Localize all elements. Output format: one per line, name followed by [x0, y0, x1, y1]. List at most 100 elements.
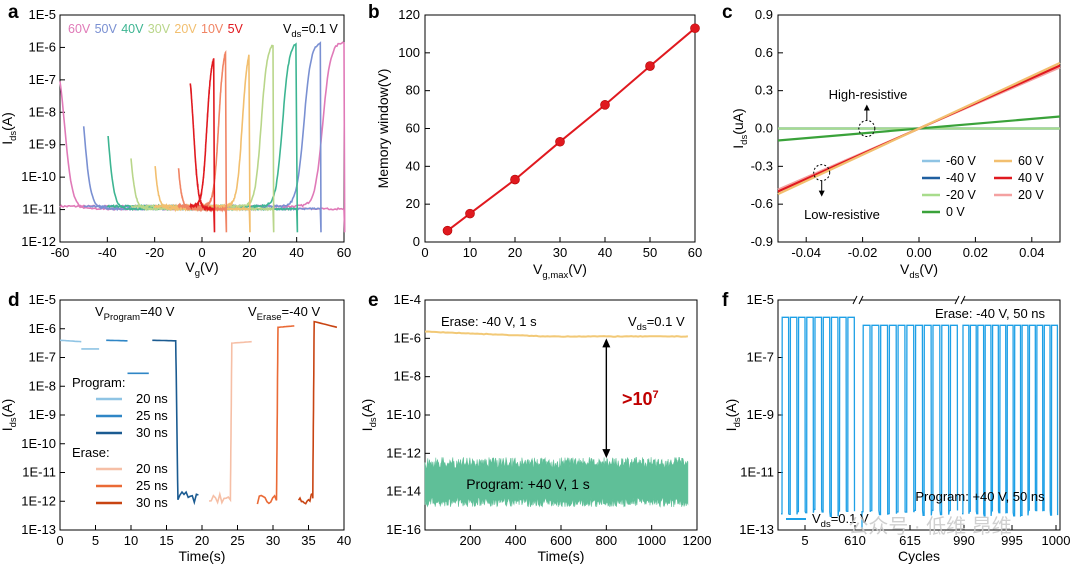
y-tick-label: 1E-7: [29, 72, 56, 87]
x-tick-label: 60: [337, 245, 351, 260]
axis-break-mask: [957, 296, 963, 304]
y-tick-label: 1E-7: [29, 350, 56, 365]
axis-break-mark: [852, 295, 858, 305]
y-tick-label: -0.6: [751, 196, 773, 211]
trace-program: [106, 339, 128, 342]
y-tick-label: 1E-12: [21, 234, 56, 249]
x-tick-label: 0: [421, 245, 428, 260]
x-tick-label: 600: [550, 533, 572, 548]
legend-label: 30 ns: [136, 495, 168, 510]
legend-label: 20 V: [1018, 188, 1044, 202]
x-tick-label: 610: [844, 533, 866, 548]
x-tick-label: 200: [459, 533, 481, 548]
y-tick-label: 1E-9: [747, 407, 774, 422]
erase-legend-title: Erase:: [72, 445, 110, 460]
x-tick-label: 800: [595, 533, 617, 548]
panel-letter-a: a: [8, 2, 19, 23]
vds-annotation: Vds=0.1 V: [283, 22, 339, 40]
y-axis-label: Ids(A): [0, 399, 19, 432]
low-arrowhead: [818, 190, 825, 197]
legend-label: 30 ns: [136, 425, 168, 440]
program-condition-label: Program: +40 V, 1 s: [466, 476, 590, 492]
x-tick-label: 60: [688, 245, 702, 260]
trace-erase: [208, 340, 252, 505]
y-tick-label: 1E-11: [22, 465, 56, 480]
legend-label: 40 V: [1018, 171, 1044, 185]
y-tick-label: 1E-10: [386, 407, 421, 422]
legend-label: -20 V: [946, 188, 977, 202]
y-tick-label: 120: [398, 7, 420, 22]
x-tick-label: -0.04: [791, 245, 821, 260]
watermark-text: 公众号 · 低维 昂维: [848, 515, 1011, 538]
memory-window-line: [446, 27, 696, 232]
data-point: [442, 225, 453, 236]
data-point: [465, 208, 475, 219]
y-tick-label: 1E-5: [29, 7, 56, 22]
program-condition-label: Program: +40 V, 50 ns: [915, 489, 1045, 504]
y-tick-label: -0.3: [751, 158, 773, 173]
x-tick-label: 1000: [1042, 533, 1071, 548]
legend-label: 20 ns: [136, 391, 168, 406]
y-tick-label: 0.9: [755, 7, 773, 22]
y-axis-label: Memory window(V): [375, 69, 391, 189]
y-tick-label: -0.9: [751, 234, 773, 249]
legend-label: -40 V: [946, 171, 977, 185]
x-tick-label: 50: [643, 245, 657, 260]
x-axis-label: Vds(V): [900, 261, 938, 281]
y-tick-label: 1E-13: [21, 522, 56, 537]
x-tick-label: 1200: [683, 533, 712, 548]
y-axis-label: Ids(uA): [730, 108, 750, 148]
y-tick-label: 1E-10: [21, 436, 56, 451]
cycling-trace: [962, 324, 1059, 518]
trace-erase: [297, 320, 338, 505]
y-tick-label: 1E-12: [386, 445, 421, 460]
data-point: [645, 61, 655, 71]
x-tick-label: 0: [198, 245, 205, 260]
y-tick-label: 1E-13: [739, 522, 774, 537]
plot-frame-b: [424, 14, 696, 243]
legend-label-40V: 40V: [121, 22, 144, 36]
x-tick-label: 30: [553, 245, 567, 260]
ratio-arrowhead-bottom: [602, 449, 611, 459]
y-tick-label: 1E-5: [29, 292, 56, 307]
y-tick-label: 0.6: [755, 45, 773, 60]
data-point: [555, 136, 565, 147]
erase-condition-label: Erase: -40 V, 1 s: [441, 314, 537, 329]
x-tick-label: 615: [899, 533, 921, 548]
y-tick-label: 1E-7: [747, 350, 774, 365]
x-tick-label: 0: [56, 533, 63, 548]
legend-label: 25 ns: [136, 408, 168, 423]
panel-letter-d: d: [8, 290, 20, 311]
y-tick-label: 1E-6: [29, 39, 56, 54]
x-tick-label: 40: [337, 533, 351, 548]
x-tick-label: 20: [242, 245, 256, 260]
data-point: [510, 174, 520, 185]
panel-f: 1E-13 1E-11 1E-9 1E-7 1E-5 Cycles Ids(A) 5 610 61…: [723, 292, 1070, 564]
legend-label: 25 ns: [136, 478, 168, 493]
cycling-trace: [781, 316, 856, 517]
legend-label: Vds=0.1 V: [812, 511, 869, 530]
panel-letter-f: f: [722, 290, 729, 311]
y-axis-label: Ids(A): [723, 399, 743, 432]
y-tick-label: 1E-11: [22, 202, 56, 217]
y-tick-label: 1E-10: [21, 169, 56, 184]
y-tick-label: 0.0: [755, 121, 773, 136]
x-tick-label: 10: [463, 245, 477, 260]
y-tick-label: 1E-12: [21, 493, 56, 508]
panel-c: -0.04 -0.02 0.00 0.02 0.04 -0.9 -0.6 -0.3 0.0 0.3…: [730, 7, 1061, 281]
erase-state-line: [424, 330, 689, 338]
panel-letter-e: e: [368, 290, 379, 311]
y-tick-label: 1E-14: [386, 484, 421, 499]
program-legend-title: Program:: [72, 375, 125, 390]
y-tick-label: 1E-8: [29, 104, 56, 119]
y-tick-label: 0: [413, 234, 420, 249]
panel-a: -60 -40 -20 0 20 40 60 1E-12 1E-11 1E-10 1E-9 1E-8 1…: [0, 7, 351, 279]
y-tick-label: 40: [406, 158, 420, 173]
x-tick-label: 40: [289, 245, 303, 260]
axis-break-mark: [960, 295, 966, 305]
iv-line-60V: [777, 61, 1061, 196]
x-tick-label: 0.00: [906, 245, 931, 260]
y-tick-label: 1E-5: [747, 292, 774, 307]
panel-letter-c: c: [722, 2, 733, 23]
